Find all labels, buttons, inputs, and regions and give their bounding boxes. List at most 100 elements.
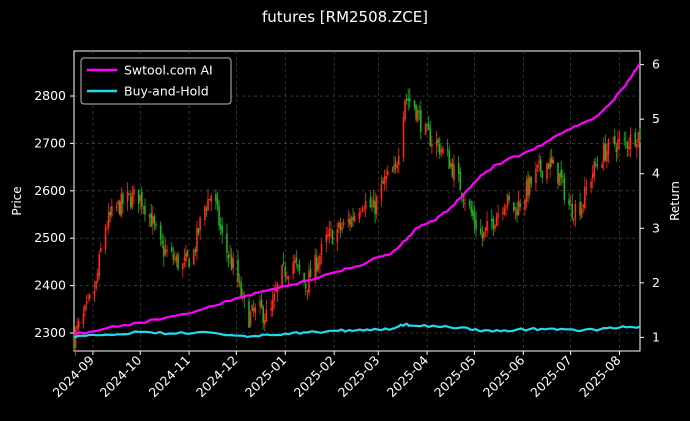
candle-body	[330, 229, 332, 231]
candle-body	[126, 191, 129, 202]
candle-body	[418, 111, 421, 113]
candle-body	[402, 117, 405, 158]
candle-body	[397, 156, 400, 166]
y-tick-label: 2600	[34, 183, 66, 198]
candle-body	[338, 222, 340, 228]
candle-body	[339, 223, 342, 230]
y-tick-label: 2400	[34, 278, 66, 293]
candle-body	[514, 207, 517, 210]
candle-body	[617, 140, 619, 150]
candle-body	[492, 219, 495, 229]
candle-body	[591, 173, 594, 179]
candle-body	[194, 249, 197, 252]
candle-body	[270, 308, 272, 311]
candle-body	[142, 207, 145, 209]
candle-body	[204, 206, 206, 221]
candle-body	[117, 200, 119, 205]
chart-title: futures [RM2508.ZCE]	[262, 8, 428, 26]
candle-body	[431, 143, 433, 147]
candle-body	[166, 250, 168, 252]
candle-body	[571, 203, 574, 219]
candle-body	[468, 200, 471, 206]
candle-body	[442, 148, 444, 153]
candle-body	[607, 139, 610, 155]
candle-body	[133, 189, 135, 195]
candle-body	[438, 144, 441, 155]
candle-body	[84, 305, 86, 312]
candle-body	[347, 219, 350, 222]
candle-body	[618, 138, 621, 142]
candle-body	[263, 319, 266, 325]
candle-body	[106, 226, 108, 228]
candle-body	[550, 157, 553, 163]
candle-body	[383, 176, 386, 184]
candle-body	[634, 132, 637, 146]
candle-body	[230, 256, 233, 270]
candle-body	[437, 139, 439, 143]
candle-body	[216, 198, 219, 205]
candle-body	[472, 209, 474, 216]
candle-body	[85, 301, 88, 304]
candle-body	[120, 194, 123, 217]
candle-body	[484, 227, 487, 232]
candle-body	[574, 204, 577, 218]
candle-body	[503, 207, 506, 215]
candle-body	[613, 136, 616, 145]
candle-body	[232, 259, 235, 268]
candle-body	[539, 159, 542, 172]
candle-body	[73, 334, 75, 349]
candle-body	[229, 254, 231, 257]
candle-body	[415, 105, 417, 120]
candle-body	[386, 171, 389, 175]
candle-body	[76, 325, 78, 330]
candle-body	[259, 301, 261, 307]
candle-body	[183, 257, 186, 261]
candle-body	[513, 202, 515, 211]
candle-body	[309, 268, 312, 278]
candle-body	[273, 293, 276, 301]
candle-body	[218, 205, 220, 226]
candle-body	[251, 305, 253, 311]
y2-tick-label: 4	[652, 166, 660, 181]
candle-body	[382, 180, 384, 184]
candle-body	[552, 159, 555, 164]
candle-body	[524, 199, 526, 211]
candle-body	[237, 259, 239, 282]
candle-body	[265, 309, 268, 322]
candle-body	[96, 272, 99, 281]
candle-body	[241, 292, 244, 295]
candle-body	[636, 143, 638, 148]
candle-body	[352, 216, 354, 221]
candle-body	[572, 218, 575, 221]
series-line-ai	[73, 62, 641, 336]
candle-body	[292, 262, 294, 275]
candle-body	[364, 200, 367, 210]
legend-box	[80, 57, 232, 105]
candle-body	[118, 201, 121, 215]
y-axis-label: Price	[10, 186, 24, 215]
candle-body	[262, 307, 264, 323]
candle-body	[527, 178, 529, 196]
candle-body	[451, 162, 454, 177]
candle-body	[405, 98, 408, 100]
candle-body	[440, 150, 443, 152]
candle-body	[77, 320, 80, 328]
candle-body	[582, 204, 585, 208]
y2-tick-label: 1	[652, 329, 660, 344]
candle-body	[601, 163, 603, 169]
candle-body	[560, 169, 562, 178]
y2-tick-label: 3	[652, 220, 660, 235]
candle-body	[174, 258, 176, 260]
candle-body	[129, 196, 132, 208]
candle-body	[563, 177, 566, 200]
candle-body	[93, 291, 96, 297]
candle-body	[196, 227, 198, 253]
candle-body	[161, 240, 164, 245]
candle-body	[473, 212, 476, 224]
candle-body	[155, 223, 157, 226]
candle-body	[240, 282, 242, 297]
candle-body	[394, 162, 397, 167]
y2-axis-label: Return	[668, 181, 682, 221]
x-tick-label: 2024-11	[146, 353, 194, 401]
candle-body	[315, 257, 318, 272]
